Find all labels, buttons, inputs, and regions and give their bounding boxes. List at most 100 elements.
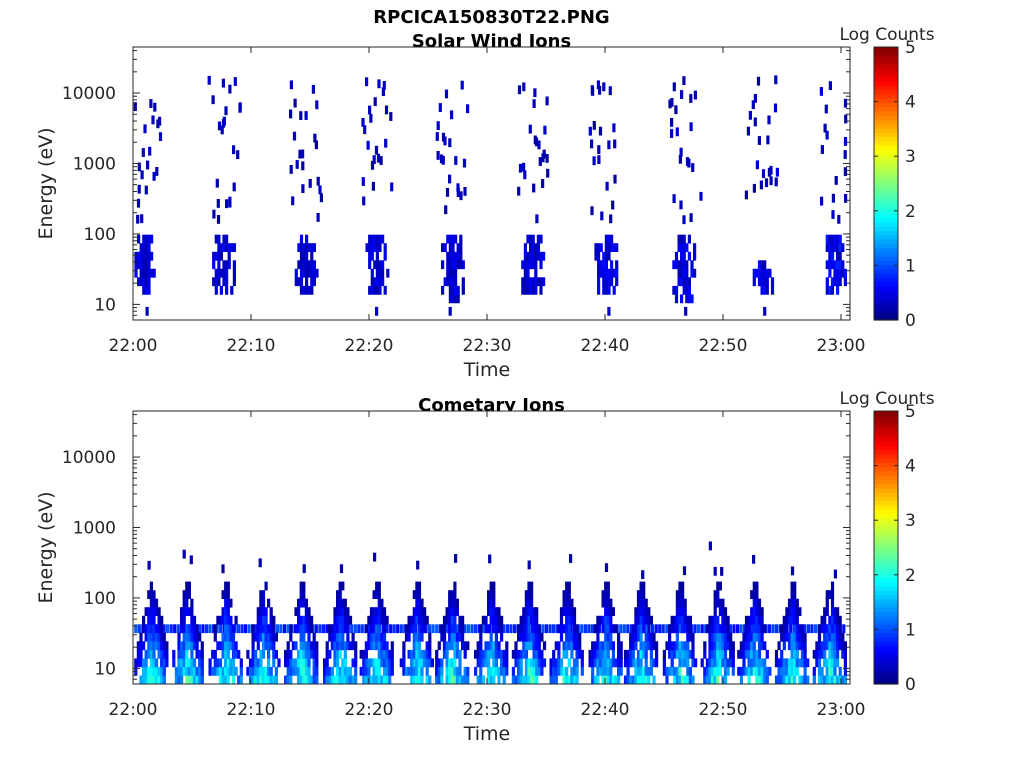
heatmap-cell	[448, 675, 452, 685]
heatmap-cell	[217, 260, 221, 270]
heatmap-cell	[652, 658, 656, 668]
heatmap-cell	[785, 658, 789, 668]
heatmap-cell	[731, 658, 735, 668]
heatmap-cell	[679, 147, 683, 157]
heatmap-cell	[428, 624, 432, 634]
heatmap-cell	[644, 615, 648, 625]
heatmap-cell	[636, 624, 641, 634]
colorbar-cell	[874, 462, 898, 468]
heatmap-cell	[182, 607, 186, 617]
heatmap-cell	[442, 641, 447, 651]
heatmap-cell	[325, 658, 329, 668]
heatmap-cell	[716, 658, 720, 668]
heatmap-cell	[755, 598, 759, 608]
heatmap-cell	[348, 675, 353, 685]
heatmap-cell	[323, 675, 327, 685]
heatmap-cell	[180, 641, 184, 651]
heatmap-cell	[177, 632, 181, 642]
colorbar-cell	[874, 492, 898, 497]
heatmap-cell	[455, 607, 459, 617]
heatmap-cell	[370, 277, 374, 287]
heatmap-cell	[307, 658, 311, 668]
heatmap-cell	[752, 590, 756, 600]
heatmap-cell	[272, 675, 276, 685]
heatmap-cell	[652, 641, 656, 651]
heatmap-cell	[830, 666, 835, 676]
heatmap-cell	[519, 658, 523, 668]
colorbar-cell	[874, 449, 898, 455]
x-tick-label: 22:30	[463, 700, 512, 720]
heatmap-cell	[545, 96, 549, 106]
heatmap-cell	[675, 649, 679, 659]
heatmap-cell	[160, 649, 164, 659]
heatmap-cell	[681, 658, 685, 668]
heatmap-cell	[760, 268, 764, 278]
heatmap-cell	[142, 666, 146, 676]
heatmap-cell	[341, 666, 345, 676]
heatmap-cell	[267, 624, 271, 634]
heatmap-cell	[644, 666, 648, 676]
heatmap-cell	[415, 607, 419, 617]
heatmap-cell	[208, 658, 212, 668]
heatmap-cell	[377, 624, 381, 634]
heatmap-cell	[535, 675, 539, 685]
heatmap-cell	[604, 658, 608, 668]
heatmap-cell	[466, 675, 470, 685]
heatmap-cell	[787, 607, 792, 617]
colorbar-cell	[874, 268, 898, 274]
heatmap-cell	[815, 658, 819, 668]
heatmap-cell	[718, 624, 722, 634]
heatmap-cell	[142, 251, 146, 261]
heatmap-cell	[613, 139, 617, 149]
heatmap-cell	[420, 649, 424, 659]
heatmap-cell	[785, 675, 789, 685]
heatmap-cell	[289, 109, 293, 119]
heatmap-cell	[685, 285, 689, 295]
heatmap-cell	[790, 632, 794, 642]
heatmap-cell	[535, 658, 539, 668]
heatmap-cell	[137, 260, 141, 270]
heatmap-cell	[307, 624, 311, 634]
heatmap-cell	[312, 649, 316, 659]
heatmap-cell	[830, 649, 835, 659]
heatmap-cell	[492, 598, 496, 608]
heatmap-cell	[575, 624, 579, 634]
heatmap-cell	[823, 649, 827, 659]
heatmap-cell	[604, 243, 608, 253]
heatmap-cell	[282, 624, 287, 634]
heatmap-cell	[598, 649, 603, 659]
heatmap-cell	[828, 624, 832, 634]
heatmap-cell	[540, 632, 544, 642]
heatmap-cell	[790, 675, 794, 685]
heatmap-cell	[254, 649, 258, 659]
heatmap-cell	[614, 624, 618, 634]
heatmap-cell	[757, 136, 761, 145]
heatmap-cell	[688, 666, 692, 676]
heatmap-cell	[578, 649, 582, 659]
heatmap-cell	[675, 615, 679, 625]
heatmap-cell	[301, 149, 305, 159]
heatmap-cell	[369, 658, 374, 668]
heatmap-cell	[494, 607, 498, 617]
heatmap-cell	[522, 607, 526, 617]
heatmap-cell	[376, 153, 381, 163]
heatmap-cell	[346, 666, 350, 676]
heatmap-cell	[155, 167, 159, 176]
heatmap-cell	[798, 675, 802, 685]
heatmap-cell	[593, 649, 597, 659]
heatmap-cell	[830, 658, 835, 668]
heatmap-cell	[774, 624, 779, 634]
heatmap-cell	[514, 658, 518, 668]
heatmap-cell	[137, 234, 141, 244]
heatmap-cell	[375, 658, 379, 668]
heatmap-cell	[367, 641, 371, 651]
heatmap-cell	[333, 607, 337, 617]
heatmap-cell	[219, 268, 223, 278]
heatmap-cell	[456, 294, 460, 304]
heatmap-cell	[522, 641, 526, 651]
heatmap-cell	[415, 658, 419, 668]
heatmap-cell	[678, 658, 682, 668]
heatmap-cell	[139, 260, 143, 270]
heatmap-cell	[390, 182, 394, 192]
heatmap-cell	[716, 590, 720, 600]
